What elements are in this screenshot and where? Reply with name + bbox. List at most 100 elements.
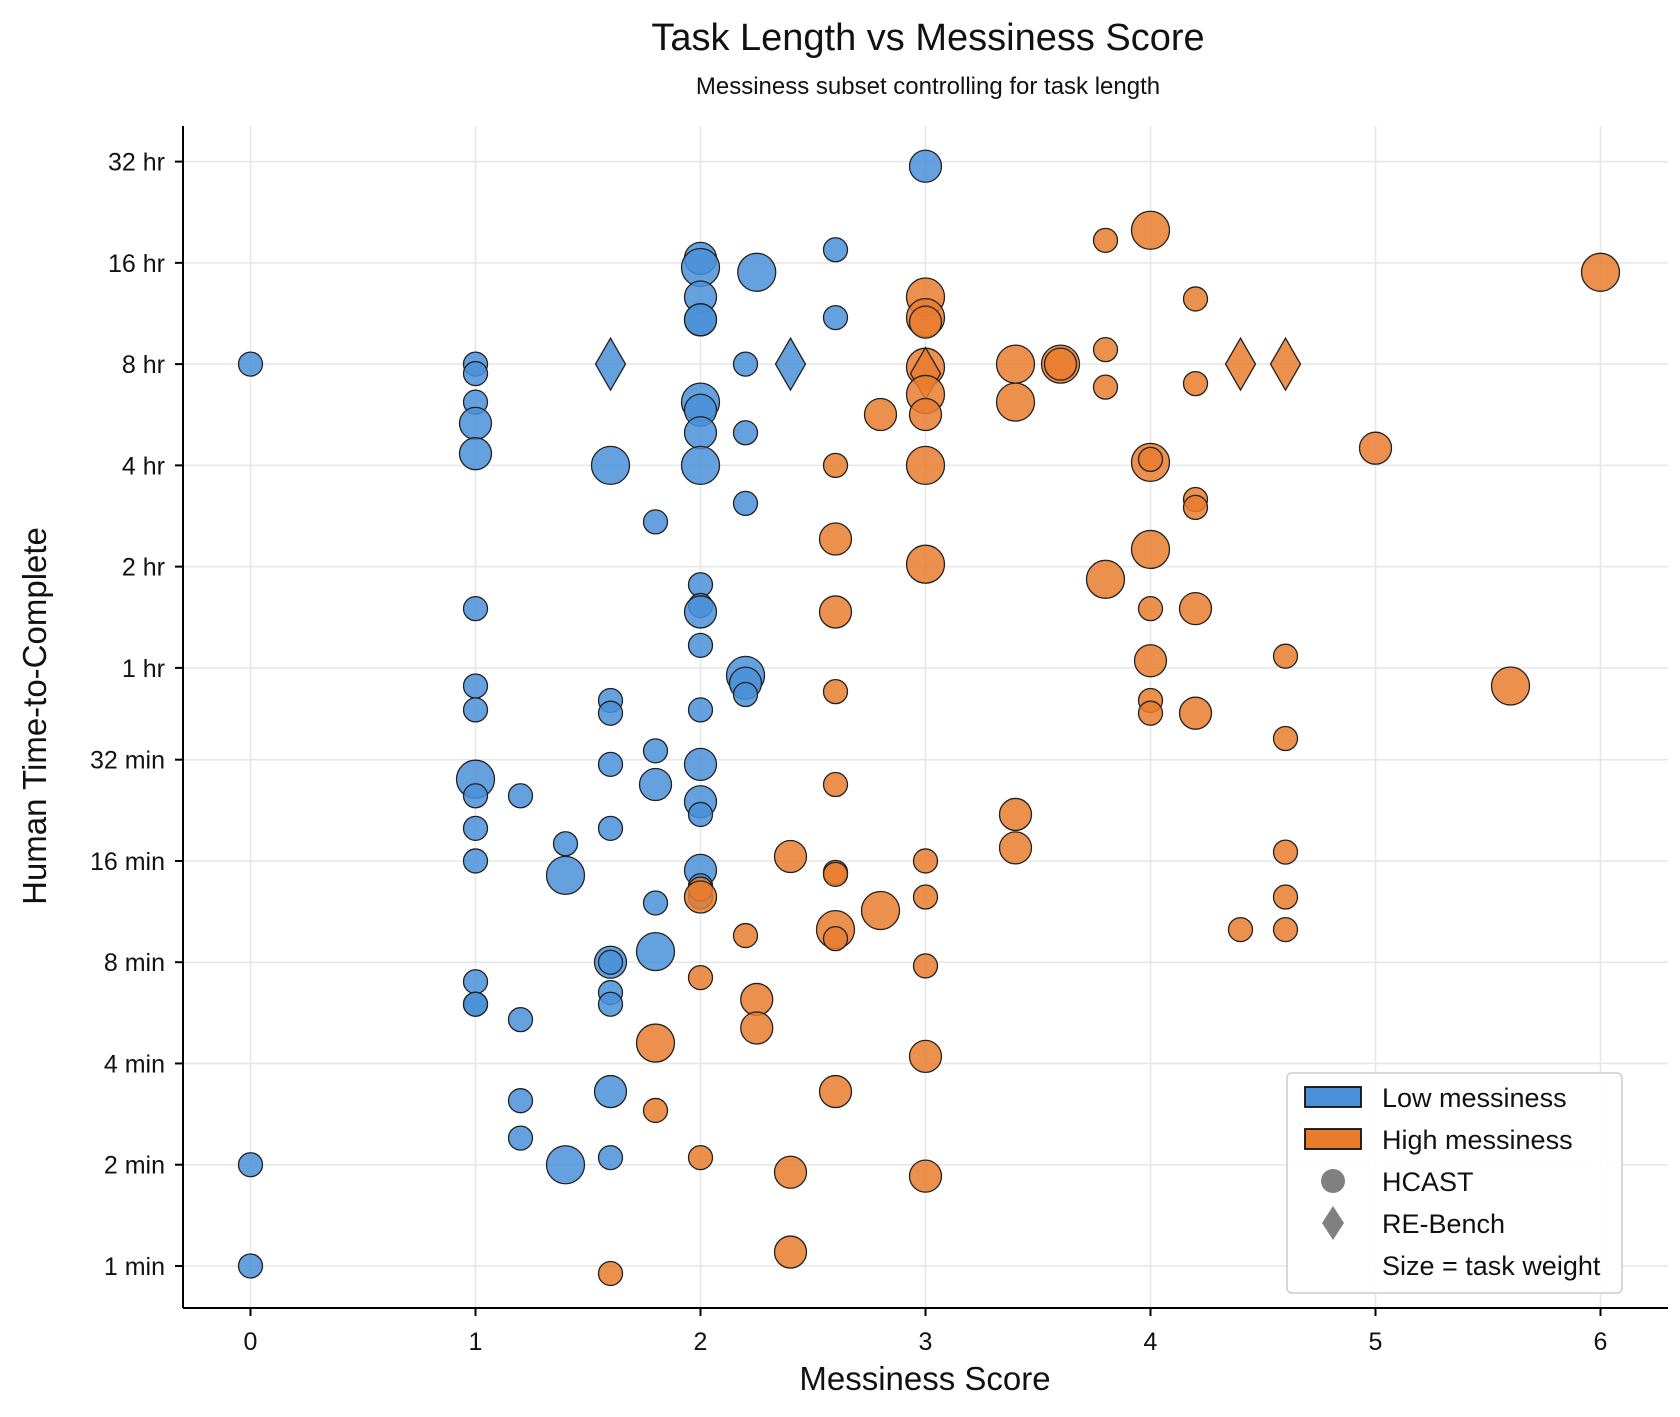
legend: Low messiness High messiness HCAST RE-Bench…	[1286, 1072, 1623, 1294]
hcast-point	[462, 697, 489, 723]
hcast-point	[687, 1144, 714, 1171]
hcast-point	[683, 747, 718, 781]
hcast-point	[1137, 700, 1164, 726]
hcast-point	[737, 252, 777, 292]
hcast-point	[458, 437, 493, 471]
x-tick-label: 1	[469, 1328, 483, 1356]
hcast-point	[462, 815, 489, 842]
hcast-point	[635, 1023, 676, 1063]
hcast-point	[545, 1145, 586, 1185]
legend-label: HCAST	[1382, 1167, 1474, 1197]
x-tick-label: 6	[1594, 1328, 1608, 1356]
hcast-point	[593, 1074, 628, 1109]
x-axis-label: Messiness Score	[799, 1360, 1050, 1397]
x-tick-label: 5	[1369, 1328, 1383, 1356]
hcast-point	[1092, 227, 1119, 253]
hcast-point	[1178, 696, 1213, 730]
hcast-point	[818, 522, 853, 556]
hcast-point	[908, 305, 943, 339]
hcast-point	[822, 861, 849, 887]
hcast-point	[683, 880, 718, 914]
hcast-point	[860, 890, 901, 931]
hcast-point	[597, 751, 624, 777]
hcast-point	[1092, 336, 1119, 363]
hcast-point	[905, 544, 946, 584]
x-tick-label: 4	[1144, 1328, 1158, 1356]
hcast-point	[822, 237, 849, 263]
hcast-point	[590, 445, 631, 486]
hcast-point	[1137, 595, 1164, 622]
hcast-point	[462, 969, 489, 995]
hcast-point	[1130, 210, 1171, 250]
hcast-point	[908, 397, 943, 432]
x-tick-label: 2	[694, 1328, 708, 1356]
hcast-point	[995, 344, 1036, 384]
hcast-point	[818, 595, 853, 629]
hcast-point	[1272, 643, 1299, 669]
re-bench-point	[774, 336, 807, 392]
hcast-point	[237, 1152, 264, 1178]
y-tick-label: 4 min	[104, 1050, 165, 1078]
hcast-point	[237, 351, 264, 377]
y-tick-label: 8 min	[104, 949, 165, 977]
hcast-point	[995, 382, 1036, 422]
hcast-point	[1580, 252, 1621, 292]
hcast-point	[822, 452, 849, 479]
hcast-point	[998, 831, 1033, 865]
hcast-point	[1272, 839, 1299, 865]
hcast-point	[237, 1253, 264, 1279]
hcast-point	[1043, 347, 1078, 381]
hcast-point	[683, 595, 718, 629]
chart-title: Task Length vs Messiness Score	[651, 17, 1204, 59]
hcast-point	[732, 490, 759, 517]
hcast-point	[773, 839, 808, 874]
y-tick-label: 8 hr	[122, 351, 165, 379]
hcast-point	[687, 964, 714, 991]
y-tick-label: 32 hr	[108, 149, 165, 177]
hcast-point	[732, 922, 759, 949]
hcast-point	[507, 1006, 534, 1033]
legend-swatch	[1304, 1128, 1362, 1150]
hcast-point	[822, 926, 849, 952]
hcast-point	[1272, 725, 1299, 752]
hcast-point	[597, 949, 624, 975]
hcast-point	[740, 1011, 774, 1045]
legend-diamond-marker	[1322, 1206, 1344, 1240]
hcast-point	[1272, 916, 1299, 943]
hcast-point	[552, 831, 579, 857]
re-bench-point	[594, 336, 627, 392]
hcast-point	[642, 738, 669, 764]
hcast-point	[687, 801, 714, 828]
y-axis-label: Human Time-to-Complete	[16, 527, 53, 905]
hcast-point	[905, 445, 946, 486]
re-bench-point	[1269, 336, 1302, 392]
hcast-point	[1178, 591, 1213, 626]
hcast-point	[1137, 446, 1164, 473]
hcast-point	[822, 678, 849, 705]
hcast-point	[597, 815, 624, 842]
hcast-point	[732, 351, 759, 377]
hcast-point	[818, 1074, 853, 1109]
x-tick-label: 0	[244, 1328, 258, 1356]
hcast-point	[1182, 494, 1209, 521]
hcast-point	[822, 304, 849, 331]
hcast-point	[1358, 431, 1393, 465]
hcast-point	[597, 991, 624, 1017]
hcast-point	[462, 673, 489, 699]
legend-label: RE-Bench	[1382, 1209, 1505, 1239]
legend-label: Size = task weight	[1382, 1251, 1601, 1281]
hcast-point	[507, 1125, 534, 1151]
y-tick-label: 1 hr	[122, 655, 165, 683]
x-tick-label: 3	[919, 1328, 933, 1356]
hcast-point	[1182, 370, 1209, 397]
hcast-point	[635, 931, 676, 972]
hcast-point	[642, 509, 669, 535]
y-tick-label: 4 hr	[122, 452, 165, 480]
hcast-point	[462, 848, 489, 874]
legend-circle-marker	[1321, 1169, 1345, 1193]
hcast-point	[912, 848, 939, 874]
hcast-point	[642, 890, 669, 916]
legend-swatch	[1304, 1086, 1362, 1108]
hcast-point	[863, 397, 898, 432]
